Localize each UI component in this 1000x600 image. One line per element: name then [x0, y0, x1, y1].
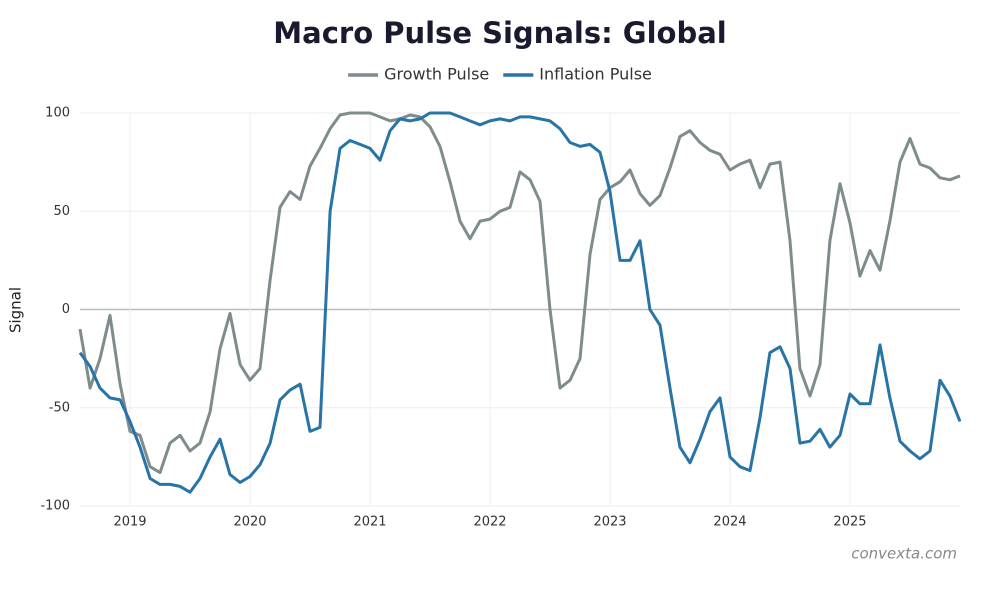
x-tick-label: 2023 — [593, 515, 626, 530]
y-tick-label: 100 — [45, 106, 70, 121]
y-tick-label: -100 — [40, 499, 70, 514]
series-line — [78, 111, 961, 475]
chart-title: Macro Pulse Signals: Global — [273, 16, 726, 50]
y-tick-label: -50 — [49, 400, 70, 415]
y-tick-label: 50 — [53, 204, 70, 219]
legend-label: Growth Pulse — [384, 65, 489, 84]
source-label: convexta.com — [851, 545, 957, 563]
y-tick-label: 0 — [62, 302, 70, 317]
x-tick-label: 2024 — [713, 515, 746, 530]
y-axis-label: Signal — [7, 287, 25, 333]
x-tick-label: 2021 — [353, 515, 386, 530]
x-tick-label: 2019 — [113, 515, 146, 530]
x-tick-label: 2022 — [473, 515, 506, 530]
legend-label: Inflation Pulse — [539, 65, 652, 84]
x-tick-label: 2025 — [833, 515, 866, 530]
x-tick-label: 2020 — [233, 515, 266, 530]
series-line — [78, 111, 962, 494]
